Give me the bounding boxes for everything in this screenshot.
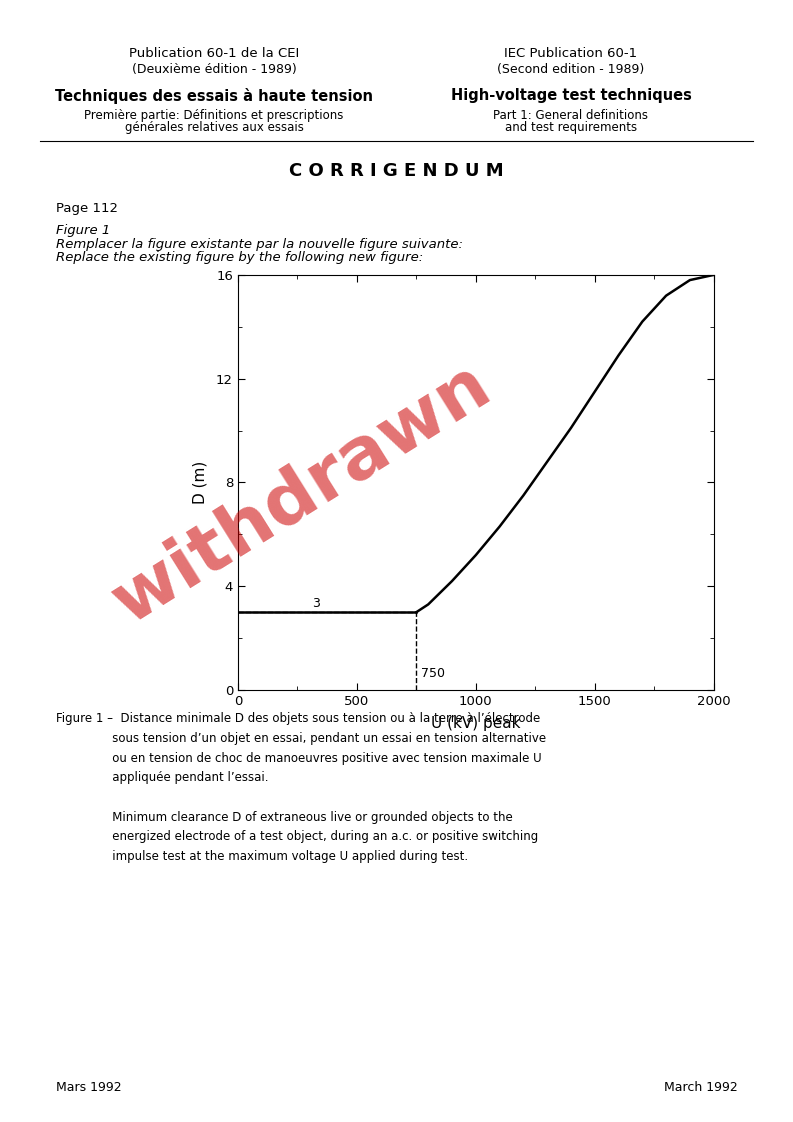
Text: Minimum clearance D of extraneous live or grounded objects to the: Minimum clearance D of extraneous live o… [56, 810, 512, 824]
Text: and test requirements: and test requirements [505, 121, 637, 135]
Text: appliquée pendant l’essai.: appliquée pendant l’essai. [56, 772, 268, 784]
Text: IEC Publication 60-1: IEC Publication 60-1 [504, 47, 638, 61]
Text: 3: 3 [312, 597, 320, 609]
Text: (Second edition - 1989): (Second edition - 1989) [497, 63, 645, 76]
Text: sous tension d’un objet en essai, pendant un essai en tension alternative: sous tension d’un objet en essai, pendan… [56, 733, 546, 745]
Text: générales relatives aux essais: générales relatives aux essais [125, 121, 304, 135]
Text: 750: 750 [421, 666, 445, 680]
Text: Mars 1992: Mars 1992 [56, 1080, 121, 1094]
Y-axis label: D (m): D (m) [193, 461, 208, 504]
Text: Première partie: Définitions et prescriptions: Première partie: Définitions et prescrip… [84, 109, 344, 122]
Text: Replace the existing figure by the following new figure:: Replace the existing figure by the follo… [56, 251, 423, 265]
Text: ou en tension de choc de manoeuvres positive avec tension maximale U: ou en tension de choc de manoeuvres posi… [56, 752, 541, 765]
Text: Figure 1 –  Distance minimale D des objets sous tension ou à la terre à l’électr: Figure 1 – Distance minimale D des objet… [56, 712, 540, 726]
Text: impulse test at the maximum voltage U applied during test.: impulse test at the maximum voltage U ap… [56, 850, 468, 863]
Text: Page 112: Page 112 [56, 202, 117, 215]
Text: Part 1: General definitions: Part 1: General definitions [493, 109, 649, 122]
Text: March 1992: March 1992 [664, 1080, 737, 1094]
X-axis label: U (kV) peak: U (kV) peak [431, 716, 520, 732]
Text: energized electrode of a test object, during an a.c. or positive switching: energized electrode of a test object, du… [56, 830, 538, 844]
Text: Remplacer la figure existante par la nouvelle figure suivante:: Remplacer la figure existante par la nou… [56, 238, 462, 251]
Text: withdrawn: withdrawn [100, 350, 503, 637]
Text: High-voltage test techniques: High-voltage test techniques [450, 88, 691, 102]
Text: (Deuxième édition - 1989): (Deuxième édition - 1989) [132, 63, 297, 76]
Text: C O R R I G E N D U M: C O R R I G E N D U M [289, 162, 504, 180]
Text: Techniques des essais à haute tension: Techniques des essais à haute tension [55, 88, 374, 103]
Text: Publication 60-1 de la CEI: Publication 60-1 de la CEI [129, 47, 299, 61]
Text: Figure 1: Figure 1 [56, 224, 109, 238]
